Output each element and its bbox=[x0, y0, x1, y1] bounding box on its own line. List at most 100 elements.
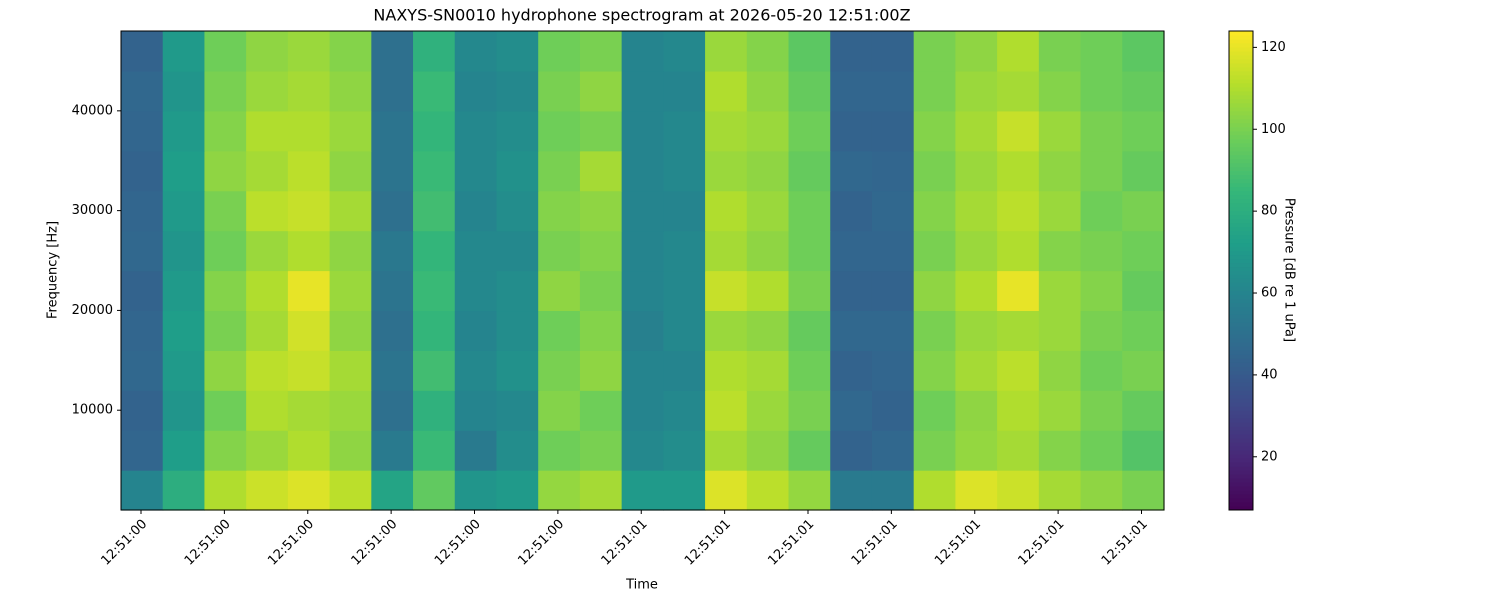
heatmap-cell bbox=[496, 70, 539, 112]
heatmap-cell bbox=[204, 350, 247, 391]
heatmap-cell bbox=[246, 31, 289, 72]
heatmap-cell bbox=[287, 230, 331, 272]
colorbar-segment bbox=[1229, 246, 1253, 252]
colorbar-segment bbox=[1229, 146, 1253, 152]
colorbar-segment bbox=[1229, 450, 1253, 455]
colorbar-segment bbox=[1229, 318, 1253, 323]
heatmap-cell bbox=[579, 31, 623, 72]
heatmap-cell bbox=[287, 31, 331, 72]
heatmap-cell bbox=[788, 470, 831, 511]
colorbar-segment bbox=[1229, 62, 1253, 68]
y-tick-label: 30000 bbox=[72, 203, 113, 218]
colorbar-segment bbox=[1229, 458, 1253, 463]
heatmap-cell bbox=[913, 190, 956, 232]
colorbar-segment bbox=[1229, 466, 1253, 471]
heatmap-cell bbox=[121, 310, 164, 351]
heatmap-cell bbox=[287, 430, 331, 471]
heatmap-cell bbox=[997, 350, 1040, 391]
heatmap-cell bbox=[997, 110, 1040, 152]
heatmap-cell bbox=[538, 190, 581, 232]
heatmap-cell bbox=[621, 470, 664, 511]
heatmap-cell bbox=[746, 150, 790, 192]
x-tick-label: 12:51:00 bbox=[182, 517, 234, 569]
heatmap-cell bbox=[329, 390, 372, 431]
colorbar-segment bbox=[1229, 158, 1253, 164]
heatmap-cell bbox=[705, 310, 748, 351]
colorbar-segment bbox=[1229, 110, 1253, 116]
heatmap-cell bbox=[496, 390, 539, 431]
heatmap-cell bbox=[538, 230, 581, 272]
heatmap-cell bbox=[830, 350, 873, 391]
colorbar-segment bbox=[1229, 314, 1253, 319]
heatmap-cell bbox=[162, 390, 206, 431]
heatmap-cell bbox=[830, 470, 873, 511]
heatmap-cell bbox=[204, 310, 247, 351]
heatmap-cell bbox=[371, 430, 414, 471]
heatmap-cell bbox=[746, 430, 790, 471]
heatmap-cell bbox=[246, 310, 289, 351]
heatmap-cell bbox=[413, 70, 456, 112]
colorbar-segment bbox=[1229, 102, 1253, 108]
heatmap-cell bbox=[413, 150, 456, 192]
heatmap-cell bbox=[705, 31, 748, 72]
heatmap-cell bbox=[871, 190, 915, 232]
heatmap-cell bbox=[871, 110, 915, 152]
heatmap-cell bbox=[413, 110, 456, 152]
heatmap-cell bbox=[454, 150, 498, 192]
heatmap-cell bbox=[454, 350, 498, 391]
heatmap-cell bbox=[579, 190, 623, 232]
colorbar-tick-label: 40 bbox=[1261, 367, 1278, 382]
heatmap-cell bbox=[162, 190, 206, 232]
heatmap-cell bbox=[371, 470, 414, 511]
colorbar-segment bbox=[1229, 194, 1253, 200]
colorbar-segment bbox=[1229, 478, 1253, 483]
colorbar-segment bbox=[1229, 170, 1253, 176]
x-tick-label: 12:51:00 bbox=[349, 517, 401, 569]
x-tick-label: 12:51:00 bbox=[98, 517, 150, 569]
heatmap-cell bbox=[413, 350, 456, 391]
heatmap-cell bbox=[287, 150, 331, 192]
heatmap-cell bbox=[913, 470, 956, 511]
heatmap-cell bbox=[621, 31, 664, 72]
heatmap-cell bbox=[746, 110, 790, 152]
heatmap-cell bbox=[705, 350, 748, 391]
heatmap-cell bbox=[830, 190, 873, 232]
heatmap-cell bbox=[538, 150, 581, 192]
heatmap-cell bbox=[663, 150, 706, 192]
heatmap-cell bbox=[871, 31, 915, 72]
heatmap-cell bbox=[1038, 350, 1082, 391]
x-tick-label: 12:51:01 bbox=[1099, 517, 1151, 569]
colorbar-segment bbox=[1229, 338, 1253, 343]
colorbar-segment bbox=[1229, 198, 1253, 204]
colorbar-tick-label: 20 bbox=[1261, 449, 1278, 464]
heatmap-cell bbox=[1038, 430, 1082, 471]
heatmap-cell bbox=[413, 31, 456, 72]
colorbar-segment bbox=[1229, 302, 1253, 307]
colorbar-segment bbox=[1229, 406, 1253, 411]
x-axis-label: Time bbox=[625, 578, 658, 593]
heatmap-cell bbox=[871, 70, 915, 112]
heatmap-cell bbox=[955, 390, 998, 431]
heatmap-cell bbox=[1122, 310, 1165, 351]
heatmap-cell bbox=[1080, 270, 1123, 312]
colorbar-segment bbox=[1229, 31, 1253, 36]
colorbar-segment bbox=[1229, 266, 1253, 271]
heatmap-cell bbox=[997, 270, 1040, 312]
heatmap-cell bbox=[413, 310, 456, 351]
colorbar-segment bbox=[1229, 214, 1253, 220]
heatmap-cell bbox=[871, 350, 915, 391]
heatmap-cell bbox=[579, 470, 623, 511]
heatmap-cell bbox=[538, 310, 581, 351]
heatmap-cell bbox=[204, 470, 247, 511]
heatmap bbox=[121, 31, 1165, 511]
heatmap-cell bbox=[788, 390, 831, 431]
colorbar-segment bbox=[1229, 350, 1253, 355]
heatmap-cell bbox=[997, 470, 1040, 511]
heatmap-cell bbox=[496, 310, 539, 351]
colorbar-segment bbox=[1229, 366, 1253, 371]
colorbar-segment bbox=[1229, 118, 1253, 124]
heatmap-cell bbox=[454, 110, 498, 152]
heatmap-cell bbox=[663, 470, 706, 511]
heatmap-cell bbox=[413, 270, 456, 312]
heatmap-cell bbox=[287, 110, 331, 152]
